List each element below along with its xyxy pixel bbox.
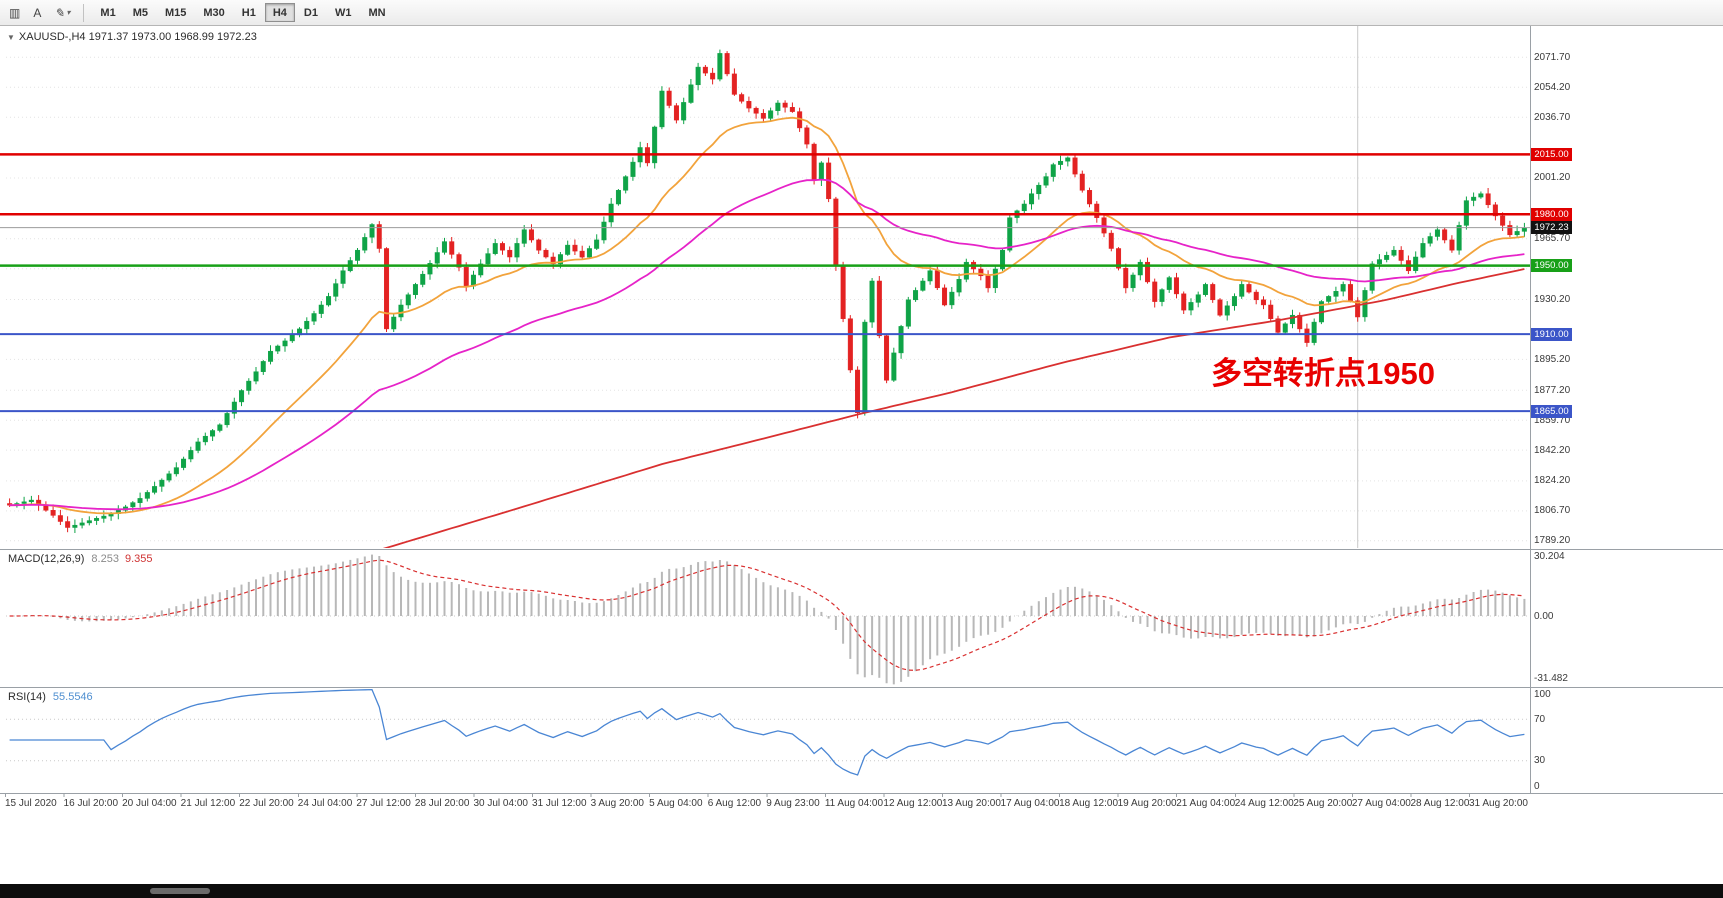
timeframe-button-h4[interactable]: H4 [264,3,295,22]
rsi-name: RSI(14) [8,691,46,703]
time-axis-label: 12 Aug 12:00 [883,798,943,809]
time-axis-label: 31 Aug 20:00 [1469,798,1528,809]
level-price-box: 1865.00 [1531,404,1572,418]
time-axis-label: 30 Jul 04:00 [473,798,528,809]
price-axis-label: 1877.20 [1534,384,1571,396]
price-axis-label: 1789.20 [1534,535,1571,547]
time-axis-label: 21 Jul 12:00 [180,798,236,809]
price-axis-label: 1859.70 [1534,414,1571,426]
bottom-bar [0,884,1723,898]
rsi-value: 55.5546 [52,691,93,703]
annotation-text[interactable]: 多空转折点1950 [1211,356,1435,391]
timeframe-button-m30[interactable]: M30 [203,6,225,19]
price-axis-label: 2036.70 [1534,111,1571,123]
time-axis-label: 13 Aug 20:00 [941,798,1001,809]
rsi-scale-label: 70 [1534,713,1546,725]
macd-scale-label: 0.00 [1534,610,1554,622]
rsi-scale-label: 30 [1534,755,1546,767]
taskbar-segment [150,888,210,894]
time-axis-label: 28 Aug 12:00 [1410,798,1470,809]
time-axis-label: 27 Jul 12:00 [356,798,411,809]
timeframe-button-d1[interactable]: D1 [303,6,318,19]
price-axis-label: 1965.70 [1534,233,1571,245]
time-axis-label: 22 Jul 20:00 [239,798,294,809]
price-axis-label: 1842.20 [1534,444,1571,456]
time-axis-label: 17 Aug 04:00 [1000,798,1060,809]
rsi-layer [6,688,1528,776]
candles-layer [7,49,1527,533]
macd-scale-label: 30.204 [1534,551,1565,562]
level-lines-layer [0,153,1530,413]
macd-indicator-label: MACD(12,26,9) 8.253 9.355 [8,553,152,565]
price-axis-label: 2001.20 [1534,172,1571,184]
time-axis-label: 24 Jul 04:00 [297,798,353,809]
time-axis-label: 5 Aug 04:00 [649,798,703,809]
timeframe-button-m5[interactable]: M5 [132,6,148,19]
macd-layer [6,554,1528,685]
pencil-icon: ✎ [54,5,65,20]
price-axis-label: 1806.70 [1534,505,1571,517]
time-axis-label: 21 Aug 04:00 [1176,798,1236,809]
level-price-box: 1950.00 [1531,259,1572,273]
price-gridlines [6,56,1528,542]
toolbar: ▥ A ✎ ▾ M1 M5 M15 M30 H1 H4 D1 W1 MN [0,0,1723,26]
rsi-scale-label: 100 [1534,689,1551,700]
chevron-down-icon: ▾ [66,8,71,17]
price-axis-label: 1930.20 [1534,293,1571,305]
timeframe-button-m15[interactable]: M15 [164,6,187,19]
time-axis-label: 24 Aug 12:00 [1234,798,1294,809]
time-axis-label: 3 Aug 20:00 [590,798,644,809]
price-axis-label: 2071.70 [1534,51,1571,63]
chart-window-icon[interactable]: ▥ [9,5,21,20]
text-tool-button[interactable]: A [33,5,42,20]
time-axis-label: 25 Aug 20:00 [1293,798,1353,809]
timeframe-group: M1 M5 M15 M30 H1 H4 D1 W1 MN [92,3,393,22]
level-price-box: 2015.00 [1531,147,1572,161]
time-axis-label: 15 Jul 2020 [5,798,57,809]
time-axis-label: 18 Aug 12:00 [1059,798,1119,809]
macd-main-value: 8.253 [91,553,119,565]
rsi-indicator-label: RSI(14) 55.5546 [8,691,93,703]
time-axis-label: 11 Aug 04:00 [824,798,884,809]
rsi-scale-label: 0 [1534,781,1540,792]
chart-title: ▼ XAUUSD-,H4 1971.37 1973.00 1968.99 1972… [7,31,257,43]
timeframe-button-h1[interactable]: H1 [241,6,256,19]
price-axis-label: 2054.20 [1534,81,1571,93]
level-price-box: 1910.00 [1531,327,1572,341]
draw-tool-button[interactable]: ✎ ▾ [49,3,75,23]
macd-scale-label: -31.482 [1534,673,1568,685]
macd-name: MACD(12,26,9) [8,553,85,565]
level-price-box: 1980.00 [1531,207,1572,221]
toolbar-separator [83,3,85,22]
time-axis-label: 27 Aug 04:00 [1351,798,1411,809]
panel-separators [0,26,1723,797]
time-axis-label: 19 Aug 20:00 [1117,798,1177,809]
time-axis-label: 28 Jul 20:00 [414,798,470,809]
collapse-triangle-icon[interactable]: ▼ [7,33,15,42]
timeframe-button-m1[interactable]: M1 [100,6,116,19]
time-axis-label: 6 Aug 12:00 [707,798,762,809]
time-axis-label: 9 Aug 23:00 [766,798,820,809]
bid-price-box: 1972.23 [1531,221,1572,235]
time-axis-label: 20 Jul 04:00 [122,798,177,809]
timeframe-button-mn[interactable]: MN [368,6,386,19]
chart-title-text: XAUUSD-,H4 1971.37 1973.00 1968.99 1972.… [18,31,257,43]
macd-signal-value: 9.355 [124,553,153,565]
price-axis-label: 1895.20 [1534,353,1571,365]
price-axis-label: 1824.20 [1534,475,1571,487]
time-axis-label: 31 Jul 12:00 [532,798,587,809]
timeframe-button-w1[interactable]: W1 [334,6,352,19]
time-axis-label: 16 Jul 20:00 [63,798,119,809]
